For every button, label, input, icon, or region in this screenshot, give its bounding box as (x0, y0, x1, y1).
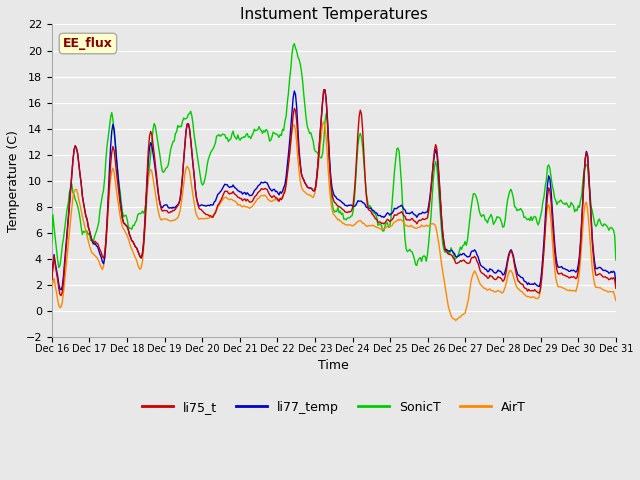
Title: Instument Temperatures: Instument Temperatures (240, 7, 428, 22)
Legend: li75_t, li77_temp, SonicT, AirT: li75_t, li77_temp, SonicT, AirT (137, 396, 531, 419)
X-axis label: Time: Time (319, 359, 349, 372)
Y-axis label: Temperature (C): Temperature (C) (7, 130, 20, 232)
Text: EE_flux: EE_flux (63, 37, 113, 50)
